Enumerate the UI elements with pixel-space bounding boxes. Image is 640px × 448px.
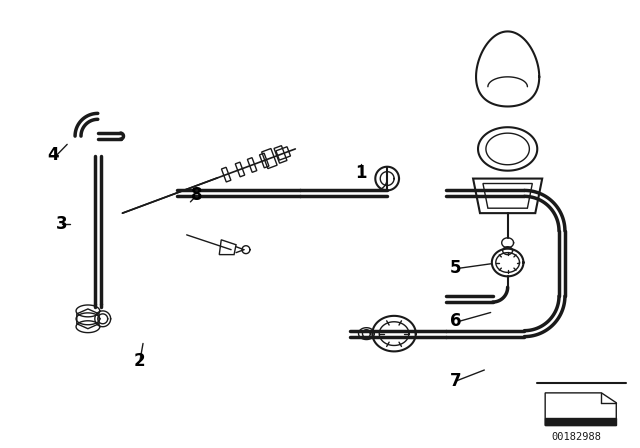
Text: 3: 3 <box>56 215 68 233</box>
Text: 5: 5 <box>450 259 461 277</box>
Polygon shape <box>545 418 616 426</box>
Text: 1: 1 <box>355 164 367 182</box>
Text: 2: 2 <box>134 352 146 370</box>
Text: 00182988: 00182988 <box>552 432 602 442</box>
Text: 7: 7 <box>450 372 461 390</box>
Text: 6: 6 <box>450 312 461 330</box>
Text: 4: 4 <box>47 146 59 164</box>
Text: 8: 8 <box>191 186 202 204</box>
